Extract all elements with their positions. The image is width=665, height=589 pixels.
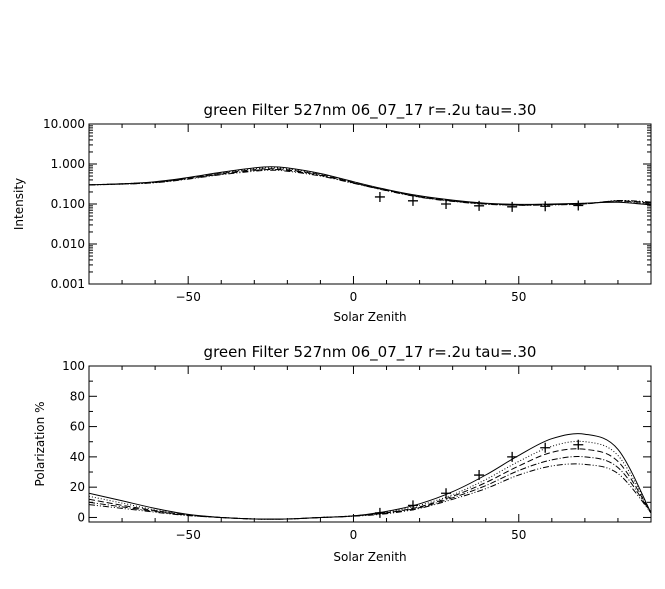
- panel1-observation-marker: [573, 439, 584, 450]
- panel1-observation-marker: [474, 470, 485, 481]
- panel1-series-line: [89, 433, 651, 520]
- panel1-observation-marker: [441, 488, 452, 499]
- panel0-series-line: [89, 169, 651, 206]
- panel1-observation-marker: [540, 442, 551, 453]
- panel1-y-tick-label: 40: [70, 450, 85, 464]
- intensity-chart-title: green Filter 527nm 06_07_17 r=.2u tau=.3…: [204, 101, 537, 120]
- panel1-series-line: [89, 455, 651, 520]
- panel1-frame: [88, 365, 652, 523]
- intensity-y-axis-label: Intensity: [12, 178, 26, 230]
- panel1-y-tick-label: 100: [62, 359, 85, 373]
- panel0-observation-marker: [573, 200, 584, 211]
- panel1-x-tick-label: −50: [176, 528, 201, 542]
- panel0-observation-marker: [474, 200, 485, 211]
- panel1-y-tick-label: 60: [70, 420, 85, 434]
- panel0-observation-marker: [441, 199, 452, 209]
- panel1-y-tick-label: 0: [77, 510, 85, 524]
- panel0-x-tick-label: 0: [350, 290, 358, 304]
- panel0-observation-marker: [374, 191, 385, 202]
- panel0-observation-marker: [507, 201, 518, 212]
- panel0-y-tick-label: 0.010: [51, 237, 85, 251]
- panel1-series-line: [89, 440, 651, 520]
- panel0-x-tick-label: −50: [176, 290, 201, 304]
- polarization-plot-area: −50 0 50 0 20 40 60 80 100: [62, 359, 652, 542]
- panel0-y-tick-label: 1.000: [51, 157, 85, 171]
- panel0-observation-marker: [407, 195, 418, 206]
- panel0-series-line: [89, 166, 651, 206]
- panel1-series-line: [89, 463, 651, 520]
- polarization-y-axis-label: Polarization %: [33, 402, 47, 487]
- panel0-observation-marker: [540, 201, 551, 212]
- polarization-chart-title: green Filter 527nm 06_07_17 r=.2u tau=.3…: [204, 343, 537, 362]
- polarization-panel: green Filter 527nm 06_07_17 r=.2u tau=.3…: [33, 343, 652, 564]
- intensity-panel: green Filter 527nm 06_07_17 r=.2u tau=.3…: [12, 101, 652, 324]
- panel1-y-tick-label: 20: [70, 480, 85, 494]
- panel1-observation-marker: [407, 500, 418, 511]
- panel1-y-tick-label: 80: [70, 389, 85, 403]
- panel1-observation-marker: [507, 451, 518, 462]
- polarization-x-axis-label: Solar Zenith: [333, 550, 406, 564]
- panel1-series-line: [89, 448, 651, 520]
- intensity-plot-area: −50 0 50 0.001 0.010 0.100 1.000 10.000: [43, 117, 652, 304]
- panel1-observation-marker: [374, 507, 385, 518]
- panel1-x-tick-label: 0: [350, 528, 358, 542]
- intensity-x-axis-label: Solar Zenith: [333, 310, 406, 324]
- panel0-y-tick-label: 10.000: [43, 117, 85, 131]
- panel0-x-tick-label: 50: [511, 290, 526, 304]
- panel0-y-tick-label: 0.100: [51, 197, 85, 211]
- panel1-x-tick-label: 50: [511, 528, 526, 542]
- panel0-y-tick-label: 0.001: [51, 277, 85, 291]
